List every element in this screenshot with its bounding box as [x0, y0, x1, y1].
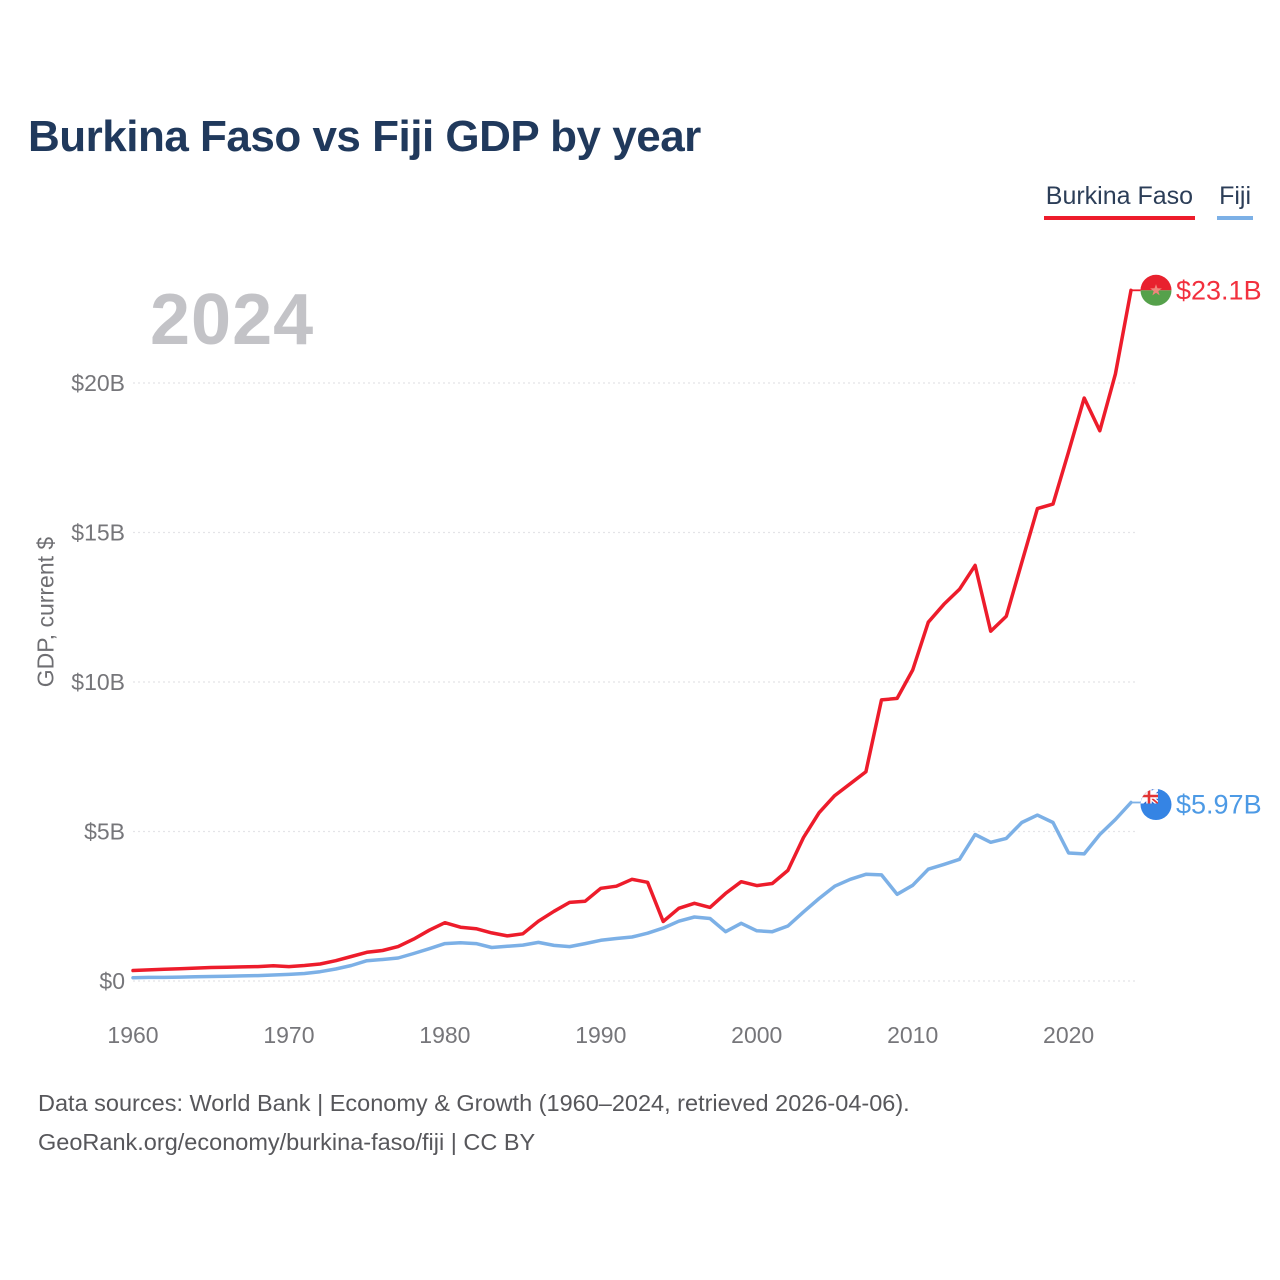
x-tick-label-1980: 1980 — [419, 1022, 470, 1048]
legend-item-burkina-faso[interactable]: Burkina Faso — [1043, 182, 1196, 220]
x-tick-label-1960: 1960 — [107, 1022, 158, 1048]
y-tick-label-$0: $0 — [99, 968, 125, 994]
x-tick-label-2020: 2020 — [1043, 1022, 1094, 1048]
y-tick-label-$5B: $5B — [84, 819, 125, 845]
grid-lines — [133, 382, 1135, 982]
y-axis-tick-labels: $0 $5B $10B $15B $20B — [71, 370, 125, 994]
legend: Burkina Faso Fiji — [1043, 182, 1253, 220]
y-tick-label-$10B: $10B — [71, 669, 125, 695]
x-tick-label-1970: 1970 — [263, 1022, 314, 1048]
legend-label-burkina-faso: Burkina Faso — [1043, 182, 1196, 220]
y-tick-label-$15B: $15B — [71, 520, 125, 546]
burkina-faso-end-value-label: $23.1B — [1176, 275, 1262, 305]
series-line-burkina-faso — [131, 288, 1133, 973]
page-title: Burkina Faso vs Fiji GDP by year — [28, 112, 701, 161]
footer-data-sources: Data sources: World Bank | Economy & Gro… — [38, 1090, 910, 1116]
fiji-flag-icon — [1140, 788, 1172, 820]
footer: Data sources: World Bank | Economy & Gro… — [38, 1084, 910, 1162]
x-tick-label-2000: 2000 — [731, 1022, 782, 1048]
series-lines — [131, 288, 1141, 980]
y-tick-label-$20B: $20B — [71, 370, 125, 396]
x-tick-label-1990: 1990 — [575, 1022, 626, 1048]
x-axis-tick-labels: 1960 1970 1980 1990 2000 2010 2020 — [107, 1022, 1094, 1048]
series-line-fiji — [131, 800, 1133, 980]
burkina-faso-flag-icon — [1140, 274, 1172, 306]
x-tick-label-2010: 2010 — [887, 1022, 938, 1048]
watermark-year: 2024 — [150, 280, 314, 360]
fiji-end-value-label: $5.97B — [1176, 789, 1262, 819]
legend-item-fiji[interactable]: Fiji — [1217, 182, 1253, 220]
legend-label-fiji: Fiji — [1217, 182, 1253, 220]
footer-attribution: GeoRank.org/economy/burkina-faso/fiji | … — [38, 1129, 536, 1155]
